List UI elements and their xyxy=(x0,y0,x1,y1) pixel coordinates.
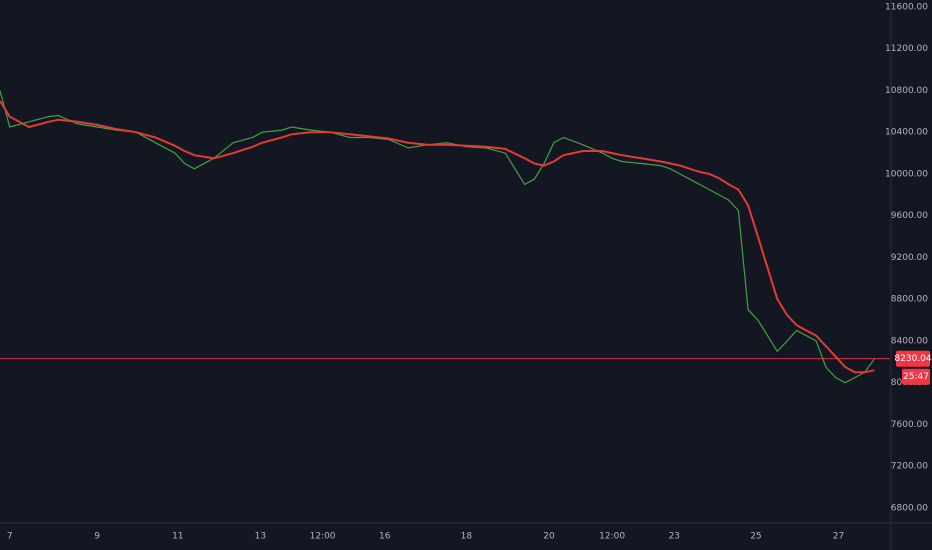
y-tick-label: 9600.00 xyxy=(891,211,928,221)
last-price-tag xyxy=(896,350,930,367)
y-tick-label: 10800.00 xyxy=(885,86,928,96)
x-tick-label: 12:00 xyxy=(310,532,336,542)
y-tick-label: 7200.00 xyxy=(891,462,928,472)
x-tick-label: 25 xyxy=(750,532,761,542)
y-tick-label: 6800.00 xyxy=(891,503,928,513)
y-tick-label: 10400.00 xyxy=(885,128,928,138)
x-tick-label: 9 xyxy=(94,532,100,542)
x-tick-label: 11 xyxy=(172,532,183,542)
x-tick-label: 16 xyxy=(379,532,391,542)
price-line xyxy=(0,90,875,384)
x-tick-label: 12:00 xyxy=(599,532,625,542)
y-tick-label: 11200.00 xyxy=(885,44,928,54)
x-tick-label: 23 xyxy=(669,532,680,542)
y-tick-label: 8400.00 xyxy=(891,336,928,346)
x-tick-label: 27 xyxy=(833,532,844,542)
countdown-tag xyxy=(902,368,930,385)
y-tick-label: 9200.00 xyxy=(891,253,928,263)
last-price-label: 8230.04 xyxy=(894,354,931,364)
y-tick-label: 7600.00 xyxy=(891,420,928,430)
price-line xyxy=(0,100,875,374)
countdown-label: 25:47 xyxy=(903,372,929,382)
y-tick-label: 11600.00 xyxy=(885,2,928,12)
y-tick-label: 8800.00 xyxy=(891,295,928,305)
x-tick-label: 7 xyxy=(7,532,13,542)
x-tick-label: 18 xyxy=(461,532,473,542)
y-tick-label: 10000.00 xyxy=(885,169,928,179)
x-tick-label: 20 xyxy=(543,532,555,542)
x-tick-label: 13 xyxy=(255,532,266,542)
